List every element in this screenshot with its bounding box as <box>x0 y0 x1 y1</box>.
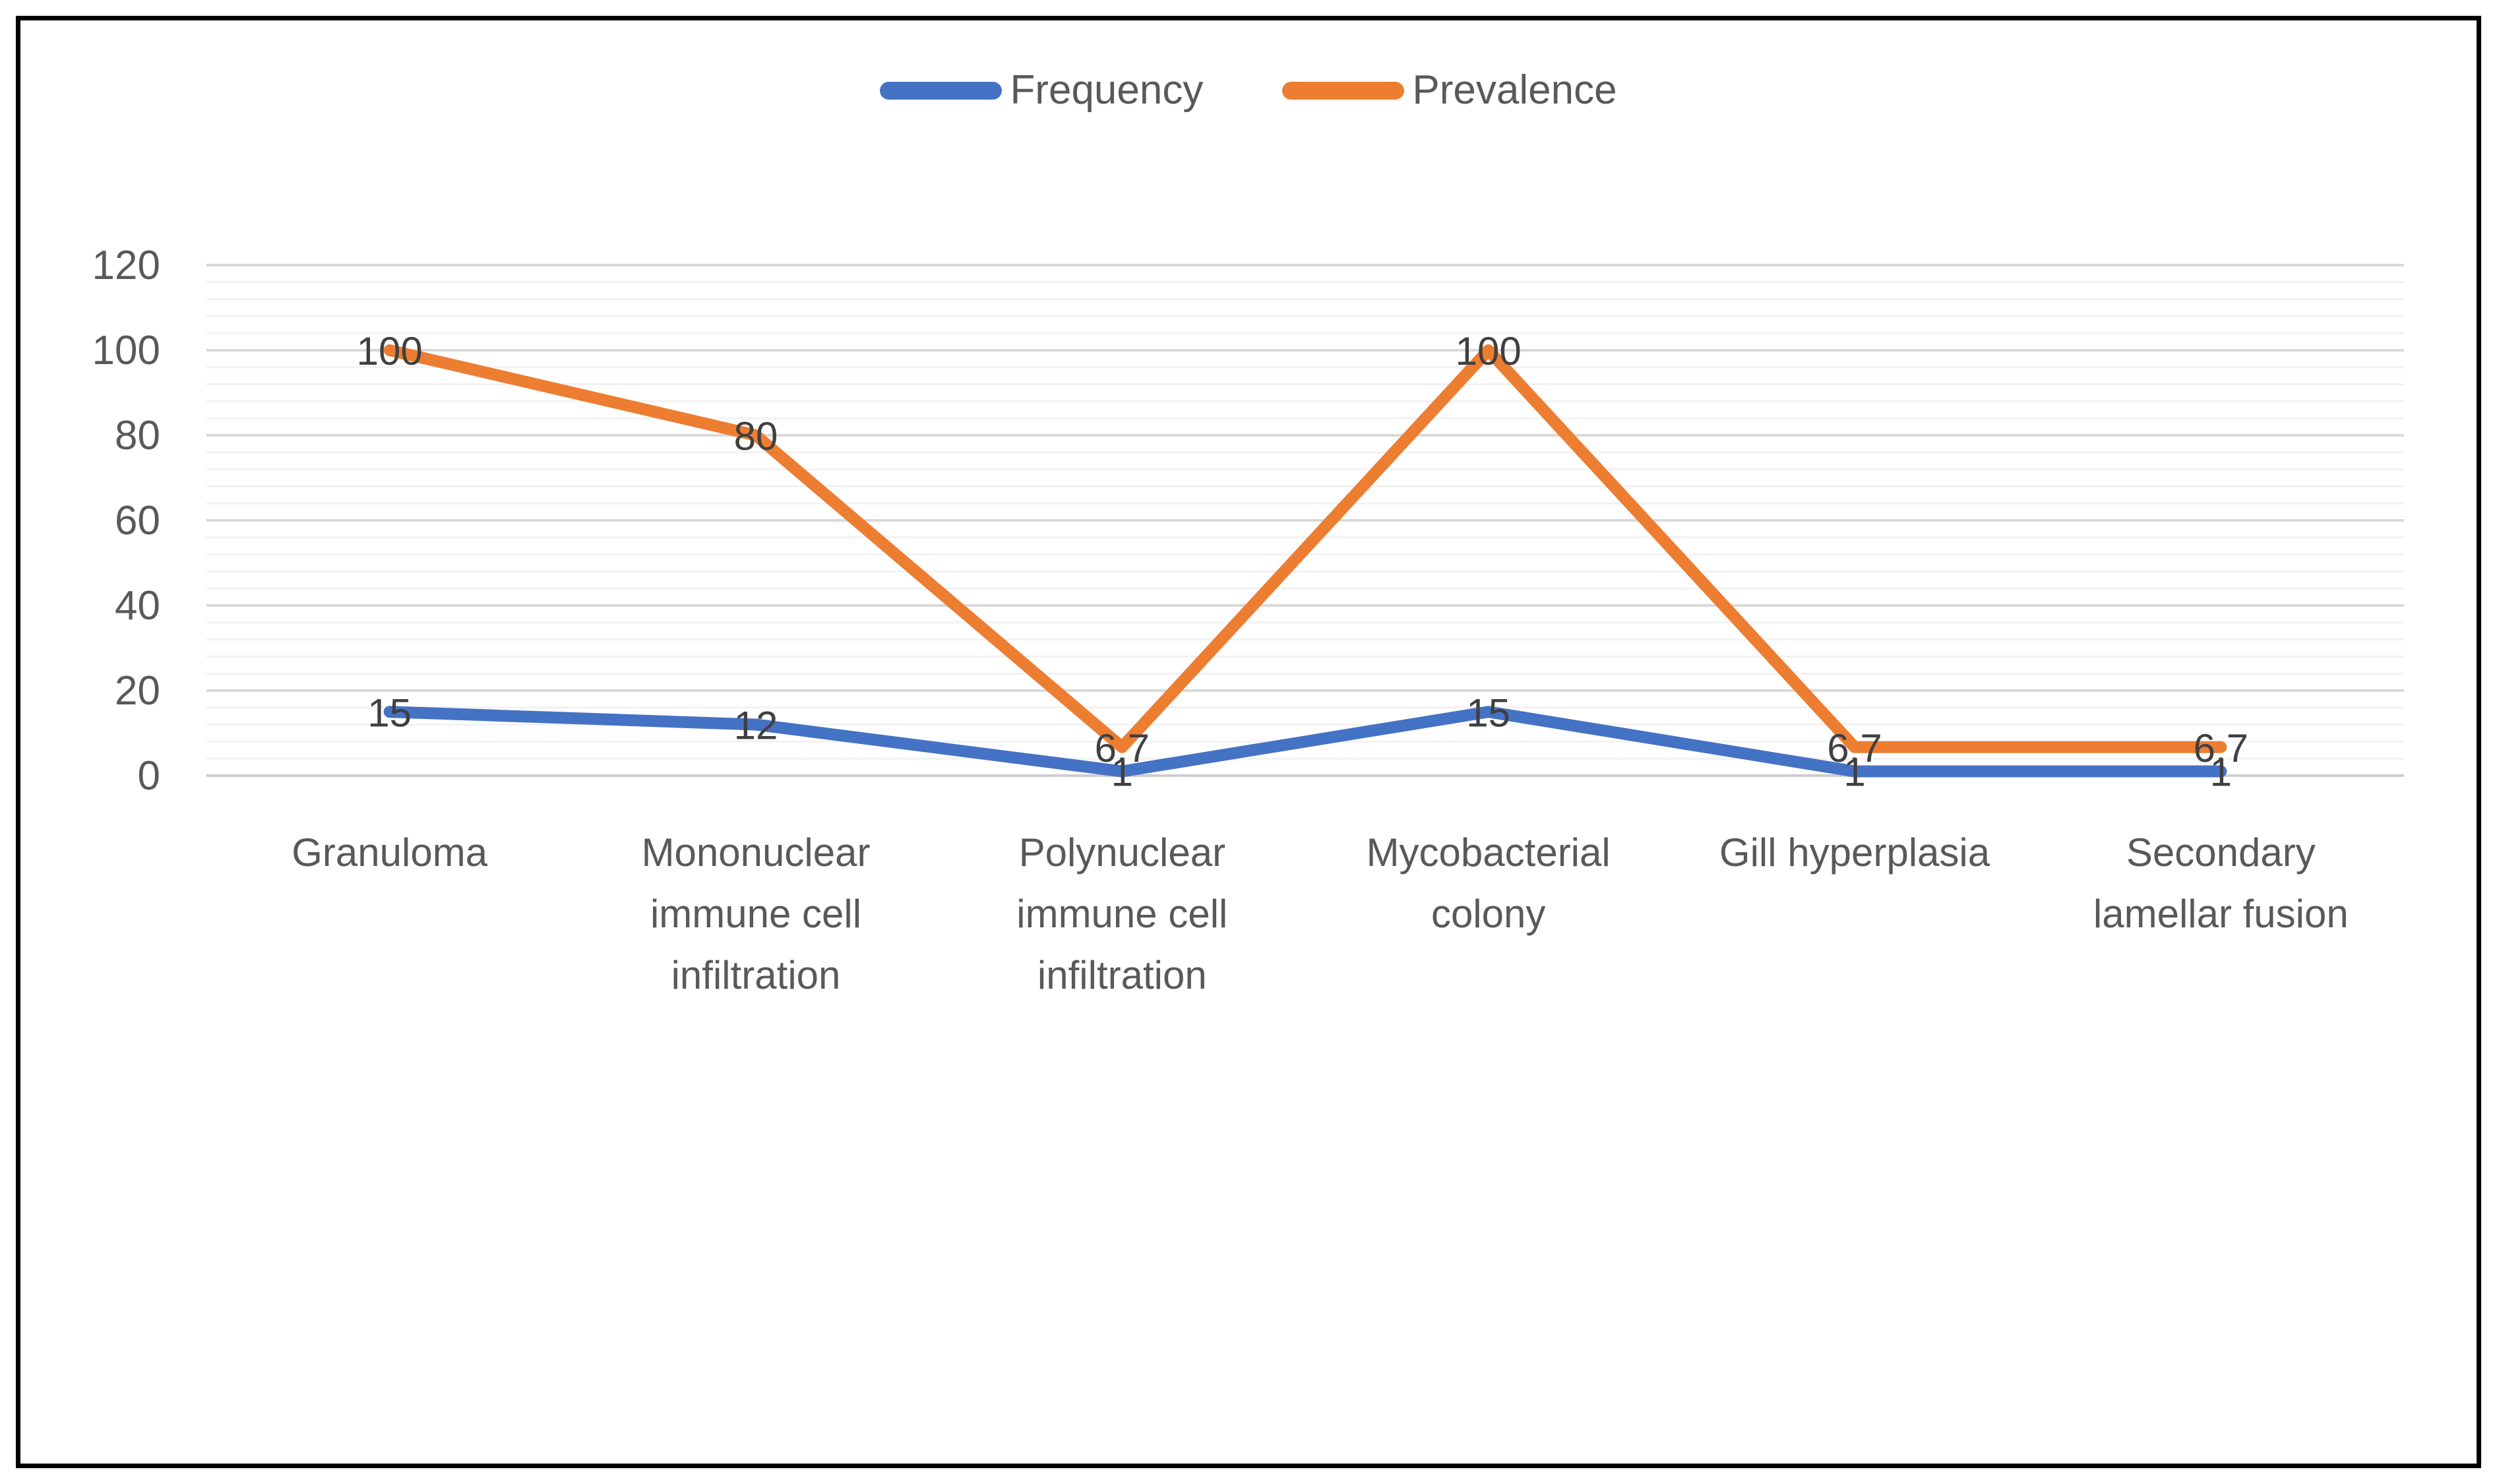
data-label-prevalence: 100 <box>1456 329 1522 373</box>
data-label-prevalence: 80 <box>734 414 778 458</box>
data-label-prevalence: 6.7 <box>1095 726 1150 770</box>
data-label-frequency: 1 <box>2210 751 2232 795</box>
legend-marker-icon <box>1282 81 1405 100</box>
legend-label: Frequency <box>1010 67 1204 113</box>
category-label: Granuloma <box>292 830 488 875</box>
y-axis-tick-label: 80 <box>115 413 160 458</box>
data-label-frequency: 1 <box>1843 751 1865 795</box>
category-label: Mononuclear immune cell infiltration <box>641 830 871 997</box>
y-axis-tick-label: 60 <box>115 498 160 543</box>
y-axis-tick-label: 100 <box>92 328 160 373</box>
legend-item-prevalence: Prevalence <box>1282 66 1617 115</box>
category-label: Gill hyperplasia <box>1719 830 1990 875</box>
y-axis-tick-label: 40 <box>115 583 160 629</box>
data-label-prevalence: 6.7 <box>1827 726 1882 770</box>
legend-item-frequency: Frequency <box>880 66 1203 115</box>
data-label-prevalence: 6.7 <box>2194 726 2248 770</box>
category-label: Secondary lamellar fusion <box>2093 830 2349 936</box>
legend-label: Prevalence <box>1412 67 1617 113</box>
category-label: Mycobacterial colony <box>1366 830 1611 936</box>
series-line-prevalence <box>383 344 2227 753</box>
y-axis-tick-label: 0 <box>138 753 160 799</box>
series-line-frequency <box>383 706 2227 778</box>
data-label-frequency: 15 <box>367 691 412 735</box>
chart-legend: Frequency Prevalence <box>16 66 2481 115</box>
y-axis-tick-label: 20 <box>115 668 160 714</box>
y-axis-tick-label: 120 <box>92 243 160 288</box>
data-label-frequency: 12 <box>734 704 778 748</box>
legend-marker-icon <box>880 81 1002 100</box>
data-label-frequency: 15 <box>1466 691 1510 735</box>
category-label: Polynuclear immune cell infiltration <box>1016 830 1228 997</box>
data-label-prevalence: 100 <box>357 329 423 373</box>
data-label-frequency: 1 <box>1111 751 1133 795</box>
